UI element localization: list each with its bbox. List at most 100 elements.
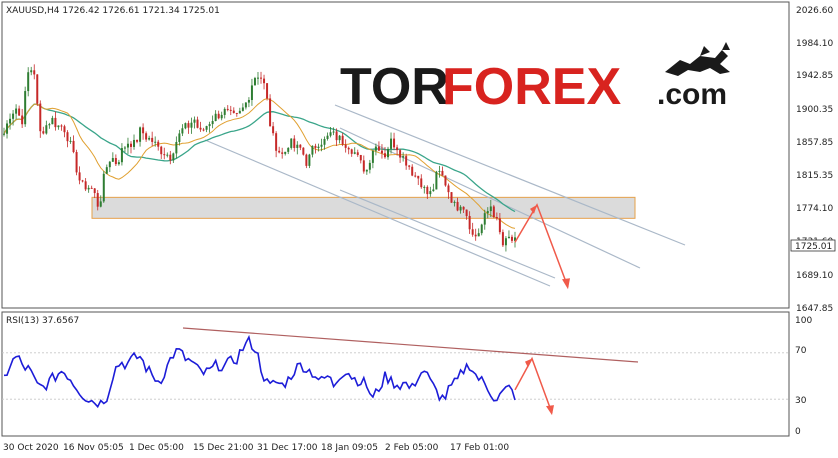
candle-body	[66, 132, 69, 142]
rsi-line	[3, 334, 516, 409]
logo-part-tor: TOR	[340, 58, 449, 116]
rsi-level-label: 0	[795, 427, 801, 437]
candle-body	[145, 133, 148, 140]
candle-body	[387, 148, 390, 158]
candle-body	[199, 127, 202, 130]
candle-body	[175, 141, 178, 154]
rsi-level-label: 70	[795, 346, 807, 356]
price-label: 1815.35	[796, 171, 833, 181]
rsi-forecast-arrowhead-up	[525, 358, 532, 368]
candle-body	[90, 187, 93, 189]
candle-body	[205, 126, 208, 130]
candle-body	[39, 103, 42, 132]
price-label: 1942.85	[796, 71, 833, 81]
candle-body	[184, 123, 187, 129]
candle-body	[501, 232, 504, 246]
candle-body	[235, 112, 238, 114]
candle-body	[480, 224, 483, 234]
candle-body	[220, 114, 223, 119]
support-zone-rect	[91, 196, 636, 219]
candle-body	[157, 141, 160, 147]
candle-body	[9, 118, 12, 124]
time-label: 18 Jan 09:05	[321, 443, 378, 453]
candle-body	[63, 126, 66, 133]
bull-bear-icon	[665, 42, 730, 76]
candle-body	[417, 175, 420, 179]
candle-body	[335, 131, 338, 141]
candle-body	[226, 108, 229, 110]
candle-body	[504, 238, 507, 246]
candle-body	[160, 146, 163, 155]
candle-body	[465, 209, 468, 217]
candle-body	[432, 189, 435, 192]
candle-body	[217, 113, 220, 119]
candle-body	[341, 135, 344, 145]
candle-body	[142, 127, 145, 134]
candle-body	[114, 158, 117, 165]
candle-body	[111, 158, 114, 162]
candle-body	[311, 145, 314, 155]
candle-body	[84, 181, 87, 190]
candle-body	[420, 178, 423, 188]
candle-body	[483, 213, 486, 225]
candle-body	[380, 150, 383, 154]
time-label: 17 Feb 01:00	[450, 443, 509, 453]
channel-line	[339, 189, 556, 279]
rsi-panel[interactable]	[1, 311, 790, 437]
candle-body	[329, 132, 332, 136]
candle-body	[75, 152, 78, 173]
candle-body	[408, 165, 411, 167]
current-price-tag: 1725.01	[790, 239, 836, 252]
candle-body	[290, 138, 293, 148]
candle-body	[347, 147, 350, 150]
candle-body	[172, 153, 175, 161]
candle-body	[444, 175, 447, 186]
candle-body	[492, 206, 495, 218]
candle-body	[36, 74, 39, 104]
candles	[3, 64, 516, 252]
candle-body	[6, 123, 9, 134]
candle-body	[33, 70, 36, 75]
candle-body	[148, 137, 151, 140]
rsi-level-label: 30	[795, 396, 807, 406]
candle-body	[332, 131, 335, 133]
candle-body	[314, 145, 317, 149]
candle-body	[54, 117, 57, 128]
torforex-logo: TOR FOREX .com	[340, 42, 730, 116]
candle-body	[399, 150, 402, 158]
candle-body	[42, 131, 45, 134]
candle-body	[253, 78, 256, 86]
candle-body	[139, 127, 142, 142]
main-price-panel[interactable]	[1, 1, 790, 309]
candle-body	[359, 154, 362, 161]
candle-body	[423, 186, 426, 188]
candle-body	[69, 140, 72, 142]
time-label: 2 Feb 05:00	[385, 443, 439, 453]
candle-body	[27, 72, 30, 92]
candle-body	[308, 154, 311, 166]
price-forecast-arrow	[514, 203, 570, 290]
forecast-arrowhead-down	[562, 278, 570, 290]
candle-body	[278, 150, 281, 153]
candle-body	[296, 144, 299, 148]
candle-body	[356, 152, 359, 155]
candle-body	[166, 154, 169, 156]
candle-body	[365, 169, 368, 172]
candle-body	[120, 148, 123, 163]
candle-body	[123, 147, 126, 149]
candle-body	[72, 140, 75, 153]
candle-body	[48, 124, 51, 126]
candle-body	[414, 175, 417, 177]
candle-body	[154, 141, 157, 143]
candle-body	[350, 149, 353, 154]
candle-body	[190, 122, 193, 128]
candle-body	[305, 154, 308, 166]
candle-body	[151, 137, 154, 142]
rsi-header: RSI(13) 37.6567	[6, 316, 79, 326]
candle-body	[405, 156, 408, 166]
price-label: 1857.85	[796, 138, 833, 148]
ma-fast-line	[3, 97, 516, 229]
candle-body	[126, 143, 129, 148]
candle-body	[302, 147, 305, 155]
